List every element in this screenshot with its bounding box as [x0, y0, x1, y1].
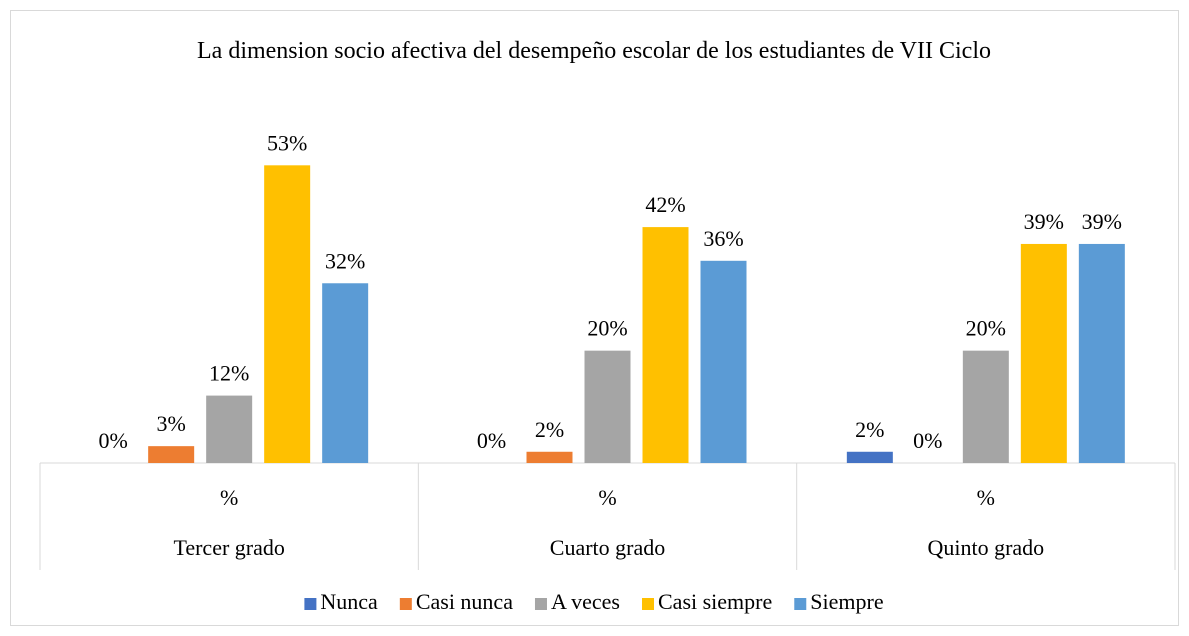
bar — [584, 350, 631, 463]
data-label: 39% — [1082, 209, 1122, 234]
bar — [1020, 243, 1067, 463]
bar — [526, 451, 573, 463]
data-label: 0% — [913, 428, 942, 453]
data-label: 2% — [855, 417, 884, 442]
data-label: 2% — [535, 417, 564, 442]
data-label: 39% — [1024, 209, 1064, 234]
bar — [962, 350, 1009, 463]
data-label: 20% — [966, 316, 1006, 341]
legend-label: A veces — [551, 589, 620, 614]
chart-title: La dimension socio afectiva del desempeñ… — [197, 38, 991, 64]
legend-swatch — [642, 598, 655, 610]
x-tick-label: % — [220, 485, 238, 510]
bar — [322, 283, 369, 463]
bar — [846, 451, 893, 463]
bar — [206, 395, 253, 463]
x-tick-label: % — [977, 485, 995, 510]
legend-swatch — [304, 598, 317, 610]
legend-label: Siempre — [810, 589, 883, 614]
data-label: 42% — [645, 192, 685, 217]
data-label: 0% — [99, 428, 128, 453]
data-label: 36% — [703, 226, 743, 251]
bar — [1078, 243, 1125, 463]
group-label: Quinto grado — [927, 535, 1044, 560]
data-label: 32% — [325, 248, 365, 273]
legend-swatch — [794, 598, 807, 610]
legend-swatch — [399, 598, 412, 610]
legend-swatch — [534, 598, 547, 610]
chart-border — [10, 10, 1179, 626]
legend-label: Casi siempre — [658, 589, 772, 614]
bar — [148, 446, 195, 463]
data-label: 53% — [267, 130, 307, 155]
group-label: Tercer grado — [173, 535, 284, 560]
bar — [700, 260, 747, 463]
data-label: 12% — [209, 361, 249, 386]
bar — [264, 165, 311, 464]
bar — [642, 227, 689, 463]
legend-label: Casi nunca — [416, 589, 513, 614]
data-label: 20% — [587, 316, 627, 341]
data-label: 3% — [157, 411, 186, 436]
x-tick-label: % — [598, 485, 616, 510]
data-label: 0% — [477, 428, 506, 453]
legend-label: Nunca — [320, 589, 378, 614]
group-label: Cuarto grado — [550, 535, 665, 560]
